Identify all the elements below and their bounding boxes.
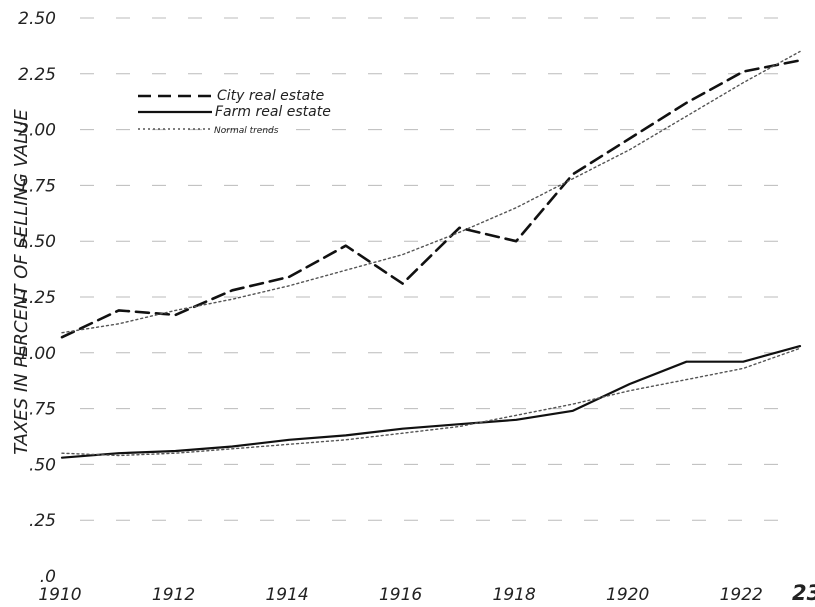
grid-layer <box>80 17 800 521</box>
x-tick-label: 23 <box>792 581 815 605</box>
x-tick-label: 1910 <box>38 585 81 605</box>
y-tick-label: 1.00 <box>18 344 56 364</box>
legend-label: Normal trends <box>214 126 279 136</box>
y-axis-label: TAXES IN PERCENT OF SELLING VALUE <box>11 109 32 455</box>
x-tick-label: 1920 <box>606 585 649 605</box>
x-tick-label: 1922 <box>720 585 763 605</box>
x-tick-label: 1918 <box>493 585 536 605</box>
y-tick-label: .75 <box>29 400 56 420</box>
series-line <box>60 345 802 459</box>
y-tick-label: .50 <box>29 455 56 475</box>
legend-label: Farm real estate <box>215 104 331 120</box>
y-tick-label: 1.50 <box>18 232 56 252</box>
x-tick-label: 1912 <box>152 585 195 605</box>
y-tick-label: 2.00 <box>18 121 56 141</box>
y-tick-label: 2.25 <box>18 65 56 85</box>
y-tick-label: .25 <box>29 511 56 531</box>
y-tick-label: .0 <box>40 567 56 587</box>
series-line <box>60 59 802 339</box>
series-line <box>61 347 801 457</box>
y-tick-label: 2.50 <box>18 9 56 29</box>
y-tick-label: 1.75 <box>18 176 56 196</box>
series-line <box>61 50 801 334</box>
series-layer <box>60 50 802 459</box>
legend-label: City real estate <box>217 88 324 104</box>
x-tick-label: 1916 <box>379 585 422 605</box>
y-tick-label: 1.25 <box>18 288 56 308</box>
x-tick-label: 1914 <box>265 585 308 605</box>
y-axis: .0 .25 .50 .75 1.00 1.25 1.50 1.75 2.00 2.25 2.50 <box>18 9 56 587</box>
x-axis: 1910 1912 1914 1916 1918 1920 1922 23 <box>38 581 815 605</box>
